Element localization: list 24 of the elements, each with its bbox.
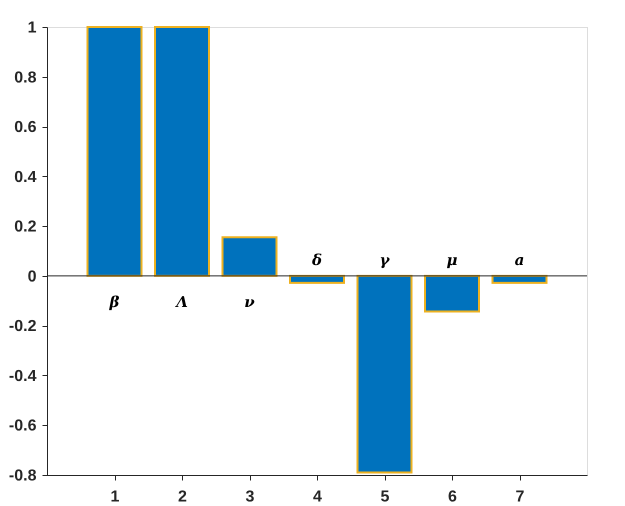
x-tick-label: 4 <box>313 488 322 506</box>
annotation: β <box>108 292 120 311</box>
y-tick-label: 0 <box>28 268 37 286</box>
annotation: Λ <box>174 292 188 311</box>
y-tick-label: 0.6 <box>14 119 37 136</box>
annotation: a <box>514 250 524 269</box>
y-tick-label: 1 <box>28 20 37 36</box>
y-tick-label: -0.2 <box>8 318 37 336</box>
annotation: δ <box>310 250 322 269</box>
x-tick-label: 5 <box>380 488 390 506</box>
y-tick-label: -0.6 <box>8 418 37 435</box>
y-tick-label: 0.4 <box>14 168 37 186</box>
x-tick-label: 1 <box>110 488 120 506</box>
y-tick-label: -0.4 <box>8 368 37 385</box>
y-tick-label: -0.8 <box>8 468 37 484</box>
annotation: μ <box>446 250 458 269</box>
x-tick-label: 3 <box>246 488 255 506</box>
y-tick-label: 0.8 <box>14 69 37 86</box>
annotation: ν <box>244 292 256 311</box>
x-tick-label: 7 <box>516 488 525 506</box>
annotation: γ <box>380 250 391 269</box>
x-tick-label: 2 <box>178 488 188 506</box>
x-tick-label: 6 <box>448 488 458 506</box>
y-tick-label: 0.2 <box>14 218 37 236</box>
